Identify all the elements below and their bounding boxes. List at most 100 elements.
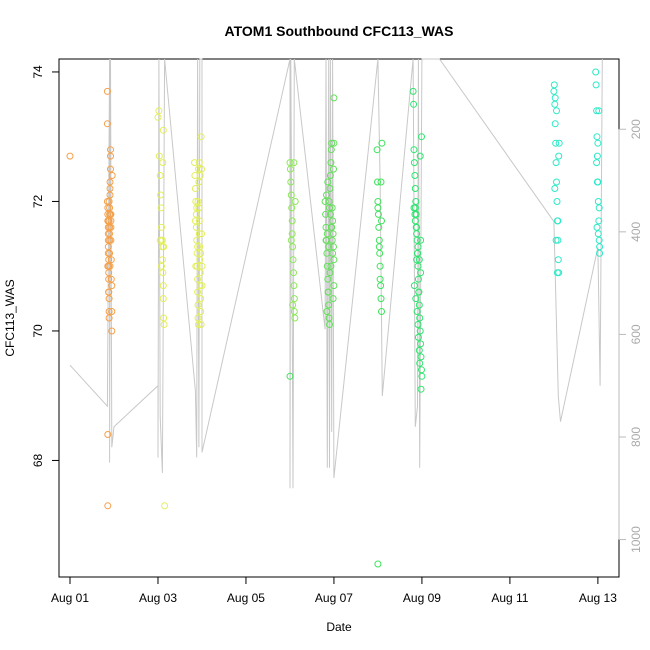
data-point xyxy=(413,256,421,264)
data-point xyxy=(286,165,294,173)
data-point xyxy=(328,236,336,244)
data-point xyxy=(286,159,294,167)
data-point xyxy=(160,314,168,322)
data-point xyxy=(286,372,294,380)
data-point xyxy=(593,223,601,231)
data-point xyxy=(374,210,382,218)
series-10 xyxy=(592,68,604,257)
data-point xyxy=(107,256,115,264)
data-point xyxy=(330,94,338,102)
data-point xyxy=(330,282,338,290)
data-point xyxy=(197,321,205,328)
data-point xyxy=(107,152,114,160)
data-point xyxy=(287,178,295,186)
data-point xyxy=(551,185,559,192)
data-point xyxy=(410,100,418,108)
data-point xyxy=(411,210,419,218)
data-point xyxy=(417,236,425,244)
data-point xyxy=(159,295,167,303)
data-point xyxy=(104,431,112,438)
data-point xyxy=(191,172,199,179)
data-point xyxy=(374,178,381,186)
data-point xyxy=(377,178,385,186)
data-point xyxy=(155,107,163,115)
series-9 xyxy=(550,81,563,277)
data-point xyxy=(330,243,337,251)
data-point xyxy=(374,560,382,568)
data-point xyxy=(376,275,384,283)
data-point xyxy=(417,353,425,361)
data-point xyxy=(195,204,203,212)
data-point xyxy=(413,308,421,315)
data-point xyxy=(157,191,165,199)
data-point xyxy=(330,256,338,264)
data-point xyxy=(291,314,299,322)
data-point xyxy=(288,204,296,212)
x-tick-label: Aug 01 xyxy=(51,591,89,605)
right-axis: 200 400 600 800 1000 xyxy=(618,119,643,553)
data-point xyxy=(416,359,424,367)
data-point xyxy=(375,243,383,251)
y-axis-label: CFC113_WAS xyxy=(3,279,17,356)
series-8 xyxy=(286,372,382,568)
data-point xyxy=(378,139,386,147)
data-point xyxy=(287,236,295,244)
data-point xyxy=(377,282,385,290)
data-point xyxy=(326,321,333,328)
y-tick-label: 74 xyxy=(31,65,45,79)
data-point xyxy=(288,217,296,225)
data-point xyxy=(411,217,419,225)
data-point xyxy=(328,139,336,147)
data-point xyxy=(411,185,419,192)
x-tick-label: Aug 11 xyxy=(491,591,528,605)
data-point xyxy=(596,243,604,251)
data-point xyxy=(595,217,603,225)
data-point xyxy=(106,262,114,270)
data-point xyxy=(289,256,297,264)
data-point xyxy=(324,178,332,186)
right-tick-label: 1000 xyxy=(629,526,643,553)
x-axis-label: Date xyxy=(326,620,352,634)
data-point xyxy=(107,236,115,244)
data-point xyxy=(414,249,421,257)
series-7 xyxy=(409,87,426,393)
data-point xyxy=(160,321,168,328)
data-point xyxy=(192,262,200,270)
x-tick-label: Aug 13 xyxy=(579,591,617,605)
data-point xyxy=(104,262,112,270)
data-point xyxy=(409,87,417,95)
data-point xyxy=(410,146,418,154)
data-point xyxy=(323,262,331,270)
data-point xyxy=(195,165,202,173)
data-point xyxy=(553,198,561,205)
data-point xyxy=(325,301,333,309)
data-point xyxy=(411,172,419,179)
data-point xyxy=(551,120,559,128)
data-point xyxy=(158,236,166,244)
data-point xyxy=(554,256,562,264)
data-point xyxy=(195,230,203,238)
right-tick-label: 800 xyxy=(629,427,643,447)
data-point xyxy=(323,308,331,315)
data-point xyxy=(108,327,116,335)
data-point xyxy=(193,236,201,244)
data-point xyxy=(329,295,337,303)
data-point xyxy=(195,159,203,167)
x-axis: Aug 01 Aug 03 Aug 05 Aug 07 Aug 09 Aug 11 Aug … xyxy=(51,576,617,605)
data-point xyxy=(290,282,298,290)
data-point xyxy=(105,275,113,283)
data-point xyxy=(325,314,333,322)
data-point xyxy=(192,210,200,218)
data-point xyxy=(413,236,421,244)
altitude-track-line xyxy=(69,58,603,489)
data-point xyxy=(103,87,111,95)
data-point xyxy=(326,204,333,212)
data-point xyxy=(412,223,420,231)
x-tick-label: Aug 05 xyxy=(227,591,265,605)
data-point xyxy=(553,178,560,186)
data-point xyxy=(193,249,201,257)
chart-title: ATOM1 Southbound CFC113_WAS xyxy=(225,23,454,39)
data-point xyxy=(194,288,202,296)
data-point xyxy=(323,230,331,238)
data-point xyxy=(415,301,423,309)
